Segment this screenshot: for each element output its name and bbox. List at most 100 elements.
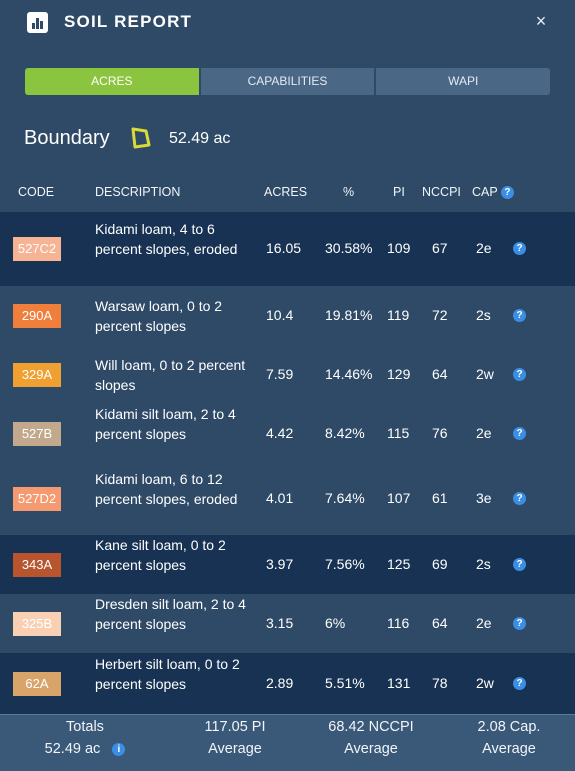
- soil-acres: 7.59: [266, 365, 294, 382]
- column-pi: PI: [393, 185, 405, 199]
- totals-nccpi-block: 68.42 NCCPI Average: [310, 716, 432, 760]
- soil-cap: 2e: [476, 424, 492, 441]
- soil-nccpi: 69: [432, 555, 448, 572]
- soil-code-chip: 527C2: [13, 237, 61, 261]
- soil-code-chip: 527B: [13, 421, 61, 446]
- soil-description: Dresden silt loam, 2 to 4 percent slopes: [95, 595, 246, 632]
- totals-bar: Totals 52.49 ac i 117.05 PI Average 68.4…: [0, 714, 575, 771]
- soil-code-chip: 527D2: [13, 487, 61, 511]
- cap-help-icon[interactable]: ?: [500, 186, 514, 200]
- totals-cap: 2.08 Cap.: [477, 719, 541, 735]
- totals-acres: 52.49 ac: [44, 741, 101, 757]
- column-acres: ACRES: [264, 185, 308, 199]
- cap-help-icon[interactable]: ?: [513, 367, 526, 381]
- totals-pi-caption: Average: [208, 741, 262, 757]
- table-row[interactable]: 325B Dresden silt loam, 2 to 4 percent sl…: [0, 594, 575, 653]
- column-percent: %: [343, 185, 355, 199]
- boundary-label: Boundary: [24, 127, 110, 149]
- soil-pi: 109: [387, 240, 411, 256]
- soil-pi: 125: [387, 555, 411, 572]
- tab-capabilities[interactable]: CAPABILITIES: [200, 68, 375, 95]
- soil-cap: 2w: [476, 365, 494, 382]
- bar-chart-icon: [27, 12, 48, 33]
- soil-description: Herbert silt loam, 0 to 2 percent slopes: [95, 655, 240, 692]
- cap-help-icon[interactable]: ?: [513, 492, 526, 505]
- cap-help-icon[interactable]: ?: [513, 426, 526, 440]
- soil-description: Warsaw loam, 0 to 2 percent slopes: [95, 297, 223, 334]
- soil-nccpi: 72: [432, 306, 448, 323]
- soil-cap: 2e: [476, 240, 492, 256]
- soil-pi: 115: [387, 424, 410, 441]
- totals-cap-block: 2.08 Cap. Average: [458, 716, 560, 760]
- soil-cap: 3e: [476, 490, 492, 506]
- cap-help-icon[interactable]: ?: [513, 557, 526, 571]
- soil-pi: 116: [387, 614, 410, 631]
- totals-acres-block: Totals 52.49 ac i: [30, 716, 140, 760]
- soil-percent: 30.58%: [325, 240, 373, 256]
- totals-pi-block: 117.05 PI Average: [180, 716, 290, 760]
- tab-acres[interactable]: ACRES: [25, 68, 199, 95]
- column-cap: CAP ?: [472, 185, 514, 200]
- totals-info-icon[interactable]: i: [112, 742, 126, 756]
- table-row[interactable]: 527D2 Kidami loam, 6 to 12 percent slopes…: [0, 463, 575, 535]
- cap-help-icon[interactable]: ?: [513, 308, 526, 322]
- soil-acres: 2.89: [266, 674, 294, 691]
- soil-percent: 7.64%: [325, 490, 365, 506]
- soil-cap: 2s: [476, 306, 491, 323]
- soil-nccpi: 64: [432, 614, 448, 631]
- soil-pi: 131: [387, 674, 411, 691]
- totals-cap-caption: Average: [482, 741, 536, 757]
- close-icon[interactable]: ×: [535, 11, 547, 31]
- boundary-acres: 52.49 ac: [169, 130, 231, 147]
- totals-acres-line: 52.49 ac i: [30, 738, 140, 760]
- totals-label: Totals: [66, 719, 104, 735]
- soil-code-chip: 343A: [13, 552, 61, 577]
- soil-acres: 3.15: [266, 614, 294, 631]
- totals-nccpi: 68.42 NCCPI: [328, 719, 414, 735]
- cap-help-icon[interactable]: ?: [513, 676, 526, 690]
- soil-code-chip: 329A: [13, 362, 61, 387]
- soil-percent: 6%: [325, 614, 346, 631]
- soil-pi: 129: [387, 365, 411, 382]
- totals-nccpi-caption: Average: [344, 741, 398, 757]
- soil-percent: 5.51%: [325, 674, 365, 691]
- polygon-boundary-icon: [131, 127, 151, 149]
- soil-acres: 3.97: [266, 555, 294, 572]
- soil-description: Kidami silt loam, 2 to 4 percent slopes: [95, 405, 236, 442]
- soil-nccpi: 67: [432, 240, 448, 256]
- table-row[interactable]: 343A Kane silt loam, 0 to 2 percent slope…: [0, 535, 575, 594]
- soil-pi: 107: [387, 490, 411, 506]
- table-row[interactable]: 527C2 Kidami loam, 4 to 6 percent slopes,…: [0, 212, 575, 286]
- soil-acres: 4.01: [266, 490, 294, 506]
- soil-nccpi: 76: [432, 424, 448, 441]
- table-row[interactable]: 290A Warsaw loam, 0 to 2 percent slopes 10…: [0, 286, 575, 345]
- soil-description: Will loam, 0 to 2 percent slopes: [95, 356, 246, 393]
- soil-description: Kane silt loam, 0 to 2 percent slopes: [95, 536, 226, 573]
- column-nccpi: NCCPI: [422, 185, 461, 199]
- tab-bar: ACRES CAPABILITIES WAPI: [25, 68, 551, 95]
- soil-cap: 2w: [476, 674, 494, 691]
- table-row[interactable]: 329A Will loam, 0 to 2 percent slopes 7.59…: [0, 345, 575, 404]
- soil-percent: 8.42%: [325, 424, 365, 441]
- cap-help-icon[interactable]: ?: [513, 242, 526, 255]
- column-description: DESCRIPTION: [95, 185, 181, 199]
- soil-description: Kidami loam, 4 to 6 percent slopes, erod…: [95, 221, 238, 257]
- column-code: CODE: [18, 185, 55, 199]
- soil-pi: 119: [387, 306, 410, 323]
- soil-acres: 10.4: [266, 306, 294, 323]
- soil-percent: 14.46%: [325, 365, 373, 382]
- soil-code-chip: 290A: [13, 303, 61, 328]
- cap-help-icon[interactable]: ?: [513, 616, 526, 630]
- tab-wapi[interactable]: WAPI: [376, 68, 551, 95]
- soil-nccpi: 61: [432, 490, 448, 506]
- soil-description: Kidami loam, 6 to 12 percent slopes, ero…: [95, 471, 238, 507]
- table-row[interactable]: 527B Kidami silt loam, 2 to 4 percent slo…: [0, 404, 575, 463]
- soil-percent: 7.56%: [325, 555, 365, 572]
- soil-nccpi: 78: [432, 674, 448, 691]
- table-row[interactable]: 62A Herbert silt loam, 0 to 2 percent slo…: [0, 653, 575, 714]
- soil-acres: 4.42: [266, 424, 294, 441]
- soil-cap: 2e: [476, 614, 492, 631]
- soil-percent: 19.81%: [325, 306, 373, 323]
- soil-nccpi: 64: [432, 365, 448, 382]
- soil-code-chip: 62A: [13, 671, 61, 696]
